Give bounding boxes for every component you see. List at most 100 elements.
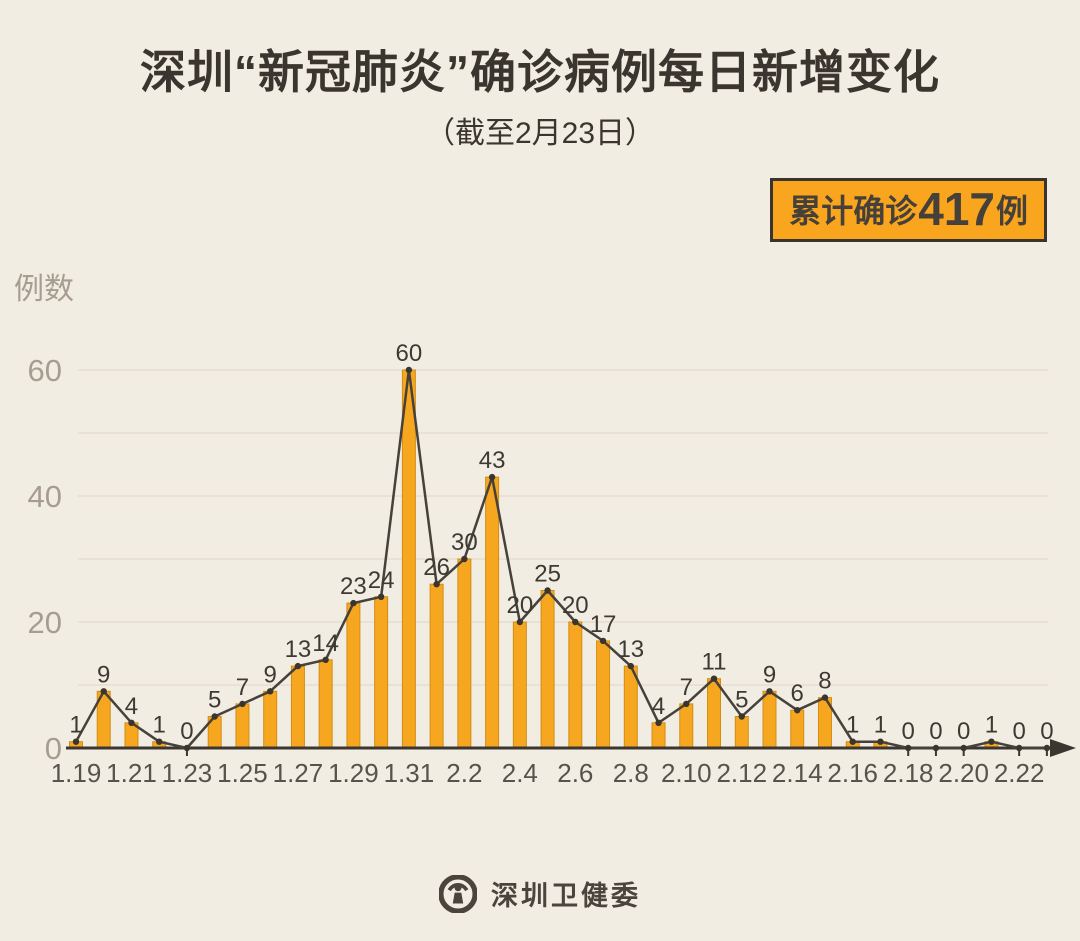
value-label-1.21: 4 (125, 693, 138, 720)
bar-2.4 (512, 621, 527, 749)
x-tick-2.4: 2.4 (502, 758, 538, 788)
marker-1.31 (405, 366, 413, 374)
value-label-1.22: 1 (153, 712, 166, 739)
marker-1.26 (266, 688, 274, 695)
marker-2.17 (877, 738, 884, 745)
value-label-1.24: 5 (208, 687, 221, 714)
value-label-1.30: 24 (368, 567, 395, 594)
value-label-2.15: 8 (818, 668, 831, 695)
x-tick-2.20: 2.20 (938, 758, 989, 788)
value-label-2.2: 30 (451, 529, 478, 556)
value-label-1.27: 13 (285, 636, 312, 663)
health-commission-logo-icon (439, 874, 477, 913)
marker-2.16 (849, 738, 856, 745)
value-label-2.12: 5 (735, 687, 748, 714)
marker-2.14 (794, 707, 801, 714)
x-tick-2.14: 2.14 (772, 758, 823, 788)
x-tick-1.29: 1.29 (328, 758, 379, 788)
value-label-2.19: 0 (929, 718, 942, 745)
x-tick-2.12: 2.12 (716, 758, 767, 788)
marker-2.5 (544, 587, 551, 594)
x-tick-2.22: 2.22 (994, 758, 1045, 788)
value-label-2.17: 1 (874, 712, 887, 739)
bar-2.14 (790, 709, 805, 749)
value-label-2.6: 20 (562, 592, 589, 619)
y-tick-60: 60 (28, 353, 62, 388)
value-label-1.19: 1 (69, 712, 82, 739)
value-label-2.20: 0 (957, 718, 970, 745)
marker-2.13 (766, 688, 773, 695)
value-label-2.10: 7 (680, 674, 693, 701)
bar-1.29 (346, 602, 361, 749)
marker-1.22 (156, 738, 163, 745)
page-title: 深圳“新冠肺炎”确诊病例每日新增变化 (140, 46, 940, 98)
marker-1.19 (72, 738, 80, 745)
bar-2.12 (734, 716, 749, 749)
value-label-1.23: 0 (180, 718, 193, 745)
bar-2.2 (457, 558, 472, 749)
bar-1.27 (290, 665, 305, 749)
bar-1.28 (318, 659, 333, 749)
y-axis-title: 例数 (14, 273, 74, 306)
bar-2.7 (596, 640, 611, 749)
marker-2.9 (655, 719, 662, 726)
bar-1.30 (374, 596, 389, 749)
marker-2.23 (1043, 744, 1051, 752)
x-tick-2.8: 2.8 (613, 758, 649, 788)
marker-2.21 (988, 738, 995, 745)
marker-1.28 (322, 656, 329, 663)
value-label-1.28: 14 (312, 630, 339, 657)
marker-2.20 (960, 744, 967, 752)
badge-prefix-label: 累计确诊 (789, 193, 918, 229)
marker-2.8 (627, 662, 634, 670)
marker-2.18 (905, 744, 912, 752)
marker-2.19 (932, 744, 940, 752)
value-label-2.8: 13 (617, 636, 644, 663)
bar-1.26 (263, 690, 278, 749)
marker-2.3 (488, 473, 496, 481)
bar-2.1 (429, 583, 444, 749)
x-tick-1.27: 1.27 (273, 758, 324, 788)
value-label-2.21: 1 (985, 712, 998, 739)
marker-1.29 (350, 599, 357, 607)
value-label-2.7: 17 (590, 611, 617, 638)
marker-2.10 (683, 700, 690, 708)
x-tick-1.23: 1.23 (162, 758, 213, 788)
marker-1.25 (239, 700, 246, 708)
value-label-1.29: 23 (340, 573, 367, 600)
bar-2.3 (485, 476, 500, 749)
value-label-2.4: 20 (506, 592, 533, 619)
value-label-2.22: 0 (1012, 718, 1025, 745)
bar-2.8 (623, 665, 638, 749)
value-label-2.14: 6 (791, 680, 804, 707)
marker-2.22 (1015, 744, 1023, 752)
badge-unit-label: 例 (995, 193, 1028, 229)
x-tick-1.21: 1.21 (106, 758, 157, 788)
bar-1.31 (401, 369, 416, 749)
bar-2.6 (568, 621, 583, 749)
page-subtitle: （截至2月23日） (424, 117, 656, 150)
y-tick-20: 20 (28, 605, 62, 640)
marker-1.20 (100, 688, 107, 695)
bar-2.10 (679, 703, 694, 749)
marker-1.27 (294, 662, 302, 670)
marker-2.1 (433, 581, 440, 588)
trend-line (74, 368, 1047, 750)
value-label-2.3: 43 (479, 447, 506, 474)
x-axis-arrow-icon (1050, 739, 1076, 757)
marker-2.2 (461, 555, 468, 563)
x-tick-2.16: 2.16 (827, 758, 878, 788)
source-footer: 深圳卫健委 (0, 874, 1080, 913)
marker-2.7 (599, 637, 607, 645)
value-label-1.31: 60 (396, 340, 423, 367)
marker-1.24 (211, 713, 218, 720)
badge-total-count: 417 (918, 183, 995, 235)
marker-1.21 (128, 719, 135, 726)
x-tick-1.19: 1.19 (51, 758, 102, 788)
value-label-2.18: 0 (902, 718, 915, 745)
marker-2.6 (572, 618, 579, 626)
marker-2.12 (738, 713, 745, 720)
y-tick-0: 0 (45, 731, 62, 766)
